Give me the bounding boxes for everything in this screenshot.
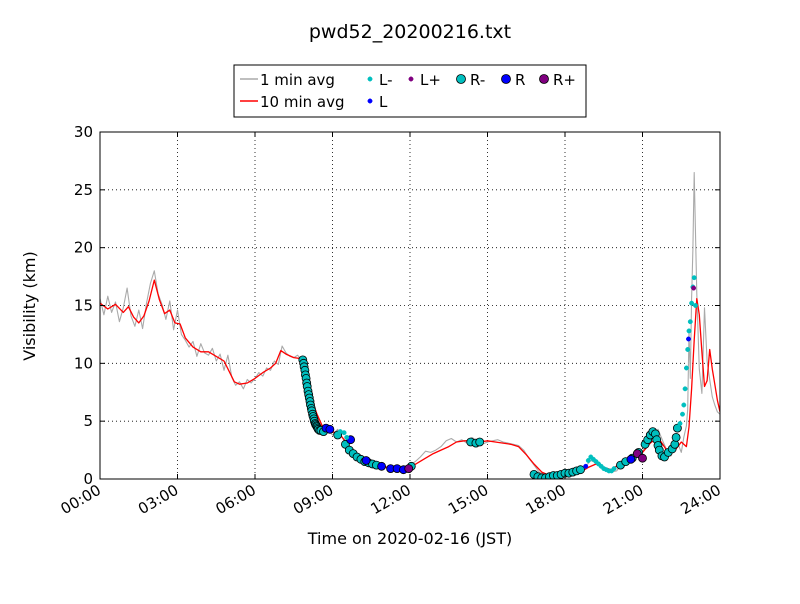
marker-rm-point [475, 437, 485, 447]
marker-lm-point [681, 402, 687, 408]
legend-label-Lp: L+ [420, 71, 441, 89]
marker-lm-point [680, 411, 685, 417]
marker-l-point [583, 463, 589, 469]
y-tick-label: 5 [83, 412, 93, 430]
legend-label-L: L [379, 93, 388, 111]
y-tick-label: 15 [74, 297, 93, 315]
y-axis-label: Visibility (km) [20, 251, 39, 360]
marker-rp-point [638, 453, 647, 463]
legend-box [233, 64, 587, 118]
y-tick-label: 25 [74, 181, 93, 199]
legend-label-avg1: 1 min avg [260, 71, 335, 89]
legend-swatch-L [367, 98, 373, 104]
marker-lm-point [682, 386, 688, 392]
marker-lm-point [685, 347, 691, 352]
y-tick-label: 20 [74, 239, 93, 257]
marker-layer [298, 275, 698, 479]
marker-lm-point [341, 430, 347, 436]
marker-lm-point [585, 458, 591, 463]
marker-lm-point [686, 328, 692, 334]
marker-lm-point [683, 365, 689, 371]
marker-r-point [377, 461, 387, 471]
legend-label-R: R [515, 71, 525, 89]
marker-lm-point [611, 466, 617, 472]
marker-rm-point [671, 432, 681, 442]
legend-swatch-Lm [367, 76, 373, 82]
marker-lm-point [693, 303, 698, 308]
marker-r-point [325, 424, 335, 434]
legend-label-Lm: L- [379, 71, 393, 89]
marker-l-point [686, 336, 691, 342]
marker-rm-point [576, 465, 585, 475]
marker-lm-point [677, 421, 683, 426]
legend-label-Rm: R- [470, 71, 485, 89]
x-axis-label: Time on 2020-02-16 (JST) [307, 529, 512, 548]
legend: 1 min avg 10 min avg L- L L+ R- R R+ [233, 64, 587, 118]
legend-swatch-R [501, 74, 511, 84]
chart-title: pwd52_20200216.txt [309, 21, 511, 43]
legend-label-avg10: 10 min avg [260, 93, 345, 111]
legend-swatch-Rm [456, 74, 466, 84]
marker-lm-point [344, 434, 350, 440]
marker-lm-point [691, 275, 697, 281]
legend-swatch-Rp [539, 74, 549, 84]
marker-rm-point [673, 423, 682, 433]
marker-lm-point [689, 300, 695, 306]
marker-lp-point [691, 285, 697, 291]
gridlines [100, 132, 720, 479]
marker-r-point [626, 454, 636, 464]
y-tick-label: 0 [83, 470, 93, 488]
legend-label-Rp: R+ [553, 71, 576, 89]
legend-swatch-Lp [408, 76, 414, 82]
y-tick-label: 10 [74, 354, 93, 372]
marker-r-point [361, 456, 371, 465]
marker-lm-point [687, 319, 693, 325]
marker-rp-point [404, 464, 414, 474]
y-tick-label: 30 [74, 123, 93, 141]
